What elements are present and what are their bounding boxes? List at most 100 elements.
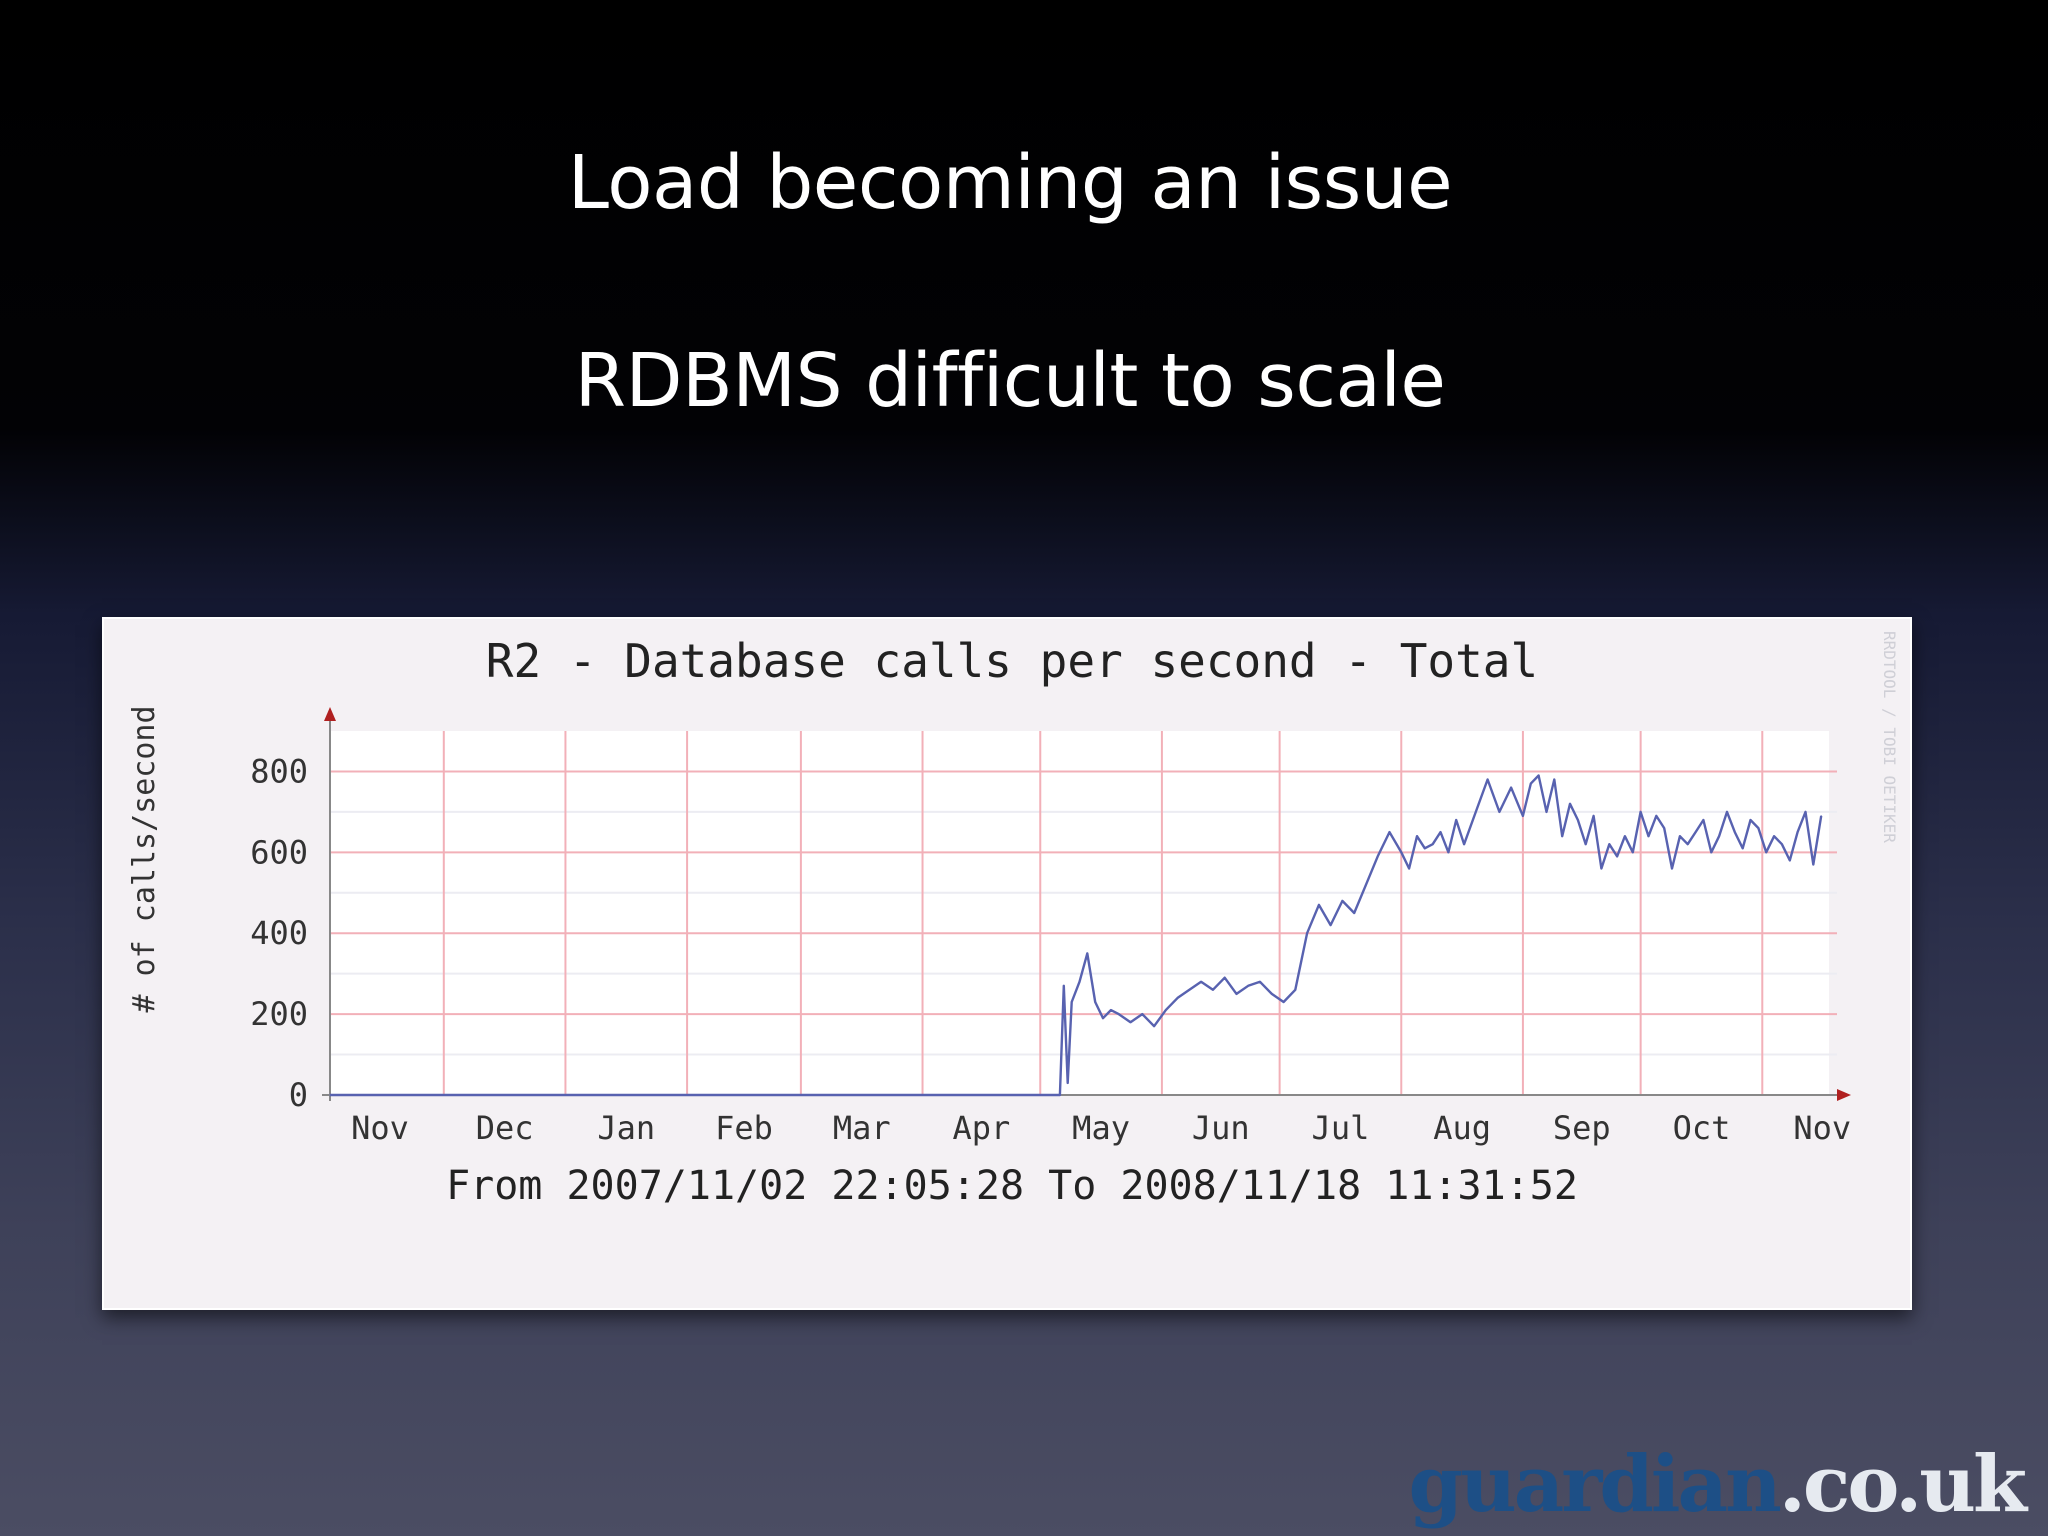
data-point: [1475, 811, 1477, 813]
date-range-footer: From 2007/11/02 22:05:28 To 2008/11/18 1…: [446, 1163, 1578, 1209]
data-point: [1067, 1082, 1069, 1084]
data-point: [1177, 997, 1179, 999]
series-layer: [329, 774, 1823, 1097]
data-point: [1522, 815, 1524, 817]
y-tick-label: 200: [250, 995, 308, 1033]
data-point: [1153, 1025, 1155, 1027]
data-point: [1439, 831, 1442, 833]
plot-area: [330, 731, 1829, 1095]
data-point: [1283, 1001, 1285, 1003]
data-point: [1797, 831, 1799, 833]
data-point: [1510, 787, 1512, 789]
data-point: [921, 1094, 924, 1096]
data-point: [1318, 904, 1320, 906]
data-point: [1585, 843, 1587, 845]
data-point: [1071, 1001, 1073, 1003]
data-point: [1165, 1009, 1167, 1011]
data-point: [1608, 843, 1610, 845]
data-point: [1616, 855, 1618, 857]
data-point: [1577, 819, 1579, 821]
slide-title-line1: Load becoming an issue: [567, 140, 1453, 226]
data-point: [1561, 835, 1563, 837]
data-point: [1781, 843, 1783, 845]
guardian-logo: guardian.co.uk: [1408, 1439, 2027, 1530]
data-point: [1259, 981, 1261, 983]
data-point: [1553, 778, 1555, 781]
data-point: [1416, 835, 1418, 837]
chart-panel: 0 200 400 600 800 Nov Dec Jan Feb Mar Apr May Jun Jul…: [102, 617, 1912, 1310]
data-point: [1718, 835, 1720, 837]
data-point: [1377, 855, 1379, 857]
x-tick-label: Mar: [833, 1109, 891, 1147]
slide-title-line2: RDBMS difficult to scale: [574, 338, 1446, 424]
chart-title: R2 - Database calls per second - Total: [486, 634, 1538, 688]
data-point: [1212, 989, 1214, 991]
data-point: [1679, 835, 1681, 837]
data-point: [1671, 867, 1673, 870]
data-point: [1129, 1021, 1132, 1023]
rrdtool-watermark: RRDTOOL / TOBI OETIKER: [1880, 631, 1899, 843]
x-tick-label: Nov: [351, 1109, 409, 1147]
data-point: [1498, 811, 1500, 813]
x-tick-label: Nov: [1793, 1109, 1851, 1147]
data-point: [1110, 1009, 1112, 1011]
data-point: [1538, 774, 1540, 777]
data-point: [1687, 843, 1689, 845]
data-point: [1647, 835, 1650, 837]
data-point: [1447, 851, 1449, 853]
data-point: [1710, 851, 1712, 853]
data-point: [1102, 1017, 1104, 1019]
data-point: [1063, 985, 1065, 987]
x-tick-label: Jun: [1192, 1109, 1250, 1147]
x-tick-label: Aug: [1433, 1109, 1491, 1147]
data-point: [1789, 859, 1791, 861]
x-tick-label: Apr: [952, 1109, 1010, 1147]
data-point: [1624, 835, 1626, 837]
data-point: [1224, 977, 1226, 979]
data-point: [1812, 863, 1814, 866]
data-point: [1600, 867, 1602, 870]
data-point: [1306, 932, 1308, 934]
data-point: [1365, 884, 1367, 886]
data-point: [1235, 993, 1238, 995]
data-point: [686, 1094, 688, 1096]
x-tick-label: Jul: [1312, 1109, 1370, 1147]
x-tick-label: Oct: [1673, 1109, 1731, 1147]
series-line: [330, 774, 1823, 1097]
data-point: [1593, 815, 1595, 817]
data-point: [1432, 843, 1434, 845]
x-tick-label: Jan: [597, 1109, 655, 1147]
data-point: [1773, 835, 1775, 837]
data-point: [1247, 985, 1249, 987]
x-tick-label: Dec: [476, 1109, 534, 1147]
grid: [330, 731, 1837, 1095]
data-point: [1640, 811, 1642, 813]
data-point: [1408, 867, 1410, 870]
data-point: [564, 1094, 566, 1096]
logo-part-guardian: guardian: [1408, 1439, 1781, 1530]
logo-part-domain: .co.uk: [1778, 1439, 2027, 1530]
data-point: [329, 1094, 331, 1096]
data-point: [1663, 827, 1665, 829]
data-point: [1530, 783, 1532, 785]
data-point: [1655, 815, 1657, 817]
chart-svg: 0 200 400 600 800 Nov Dec Jan Feb Mar Apr May Jun Jul…: [127, 631, 1899, 1209]
data-point: [1632, 851, 1634, 853]
data-point: [1463, 843, 1465, 845]
data-point: [1271, 993, 1273, 995]
data-point: [1118, 1013, 1120, 1015]
data-point: [1455, 819, 1457, 821]
data-point: [1424, 847, 1426, 849]
data-point: [1330, 924, 1332, 926]
data-point: [1086, 952, 1088, 954]
y-tick-label: 0: [289, 1076, 308, 1114]
data-point: [1400, 851, 1402, 853]
data-point: [1188, 989, 1190, 991]
data-point: [1039, 1094, 1041, 1096]
y-axis-label: # of calls/second: [127, 705, 162, 1012]
data-point: [1569, 803, 1571, 805]
data-point: [1341, 900, 1343, 902]
data-point: [1200, 981, 1202, 983]
data-point: [1294, 989, 1296, 991]
data-point: [1388, 831, 1391, 833]
